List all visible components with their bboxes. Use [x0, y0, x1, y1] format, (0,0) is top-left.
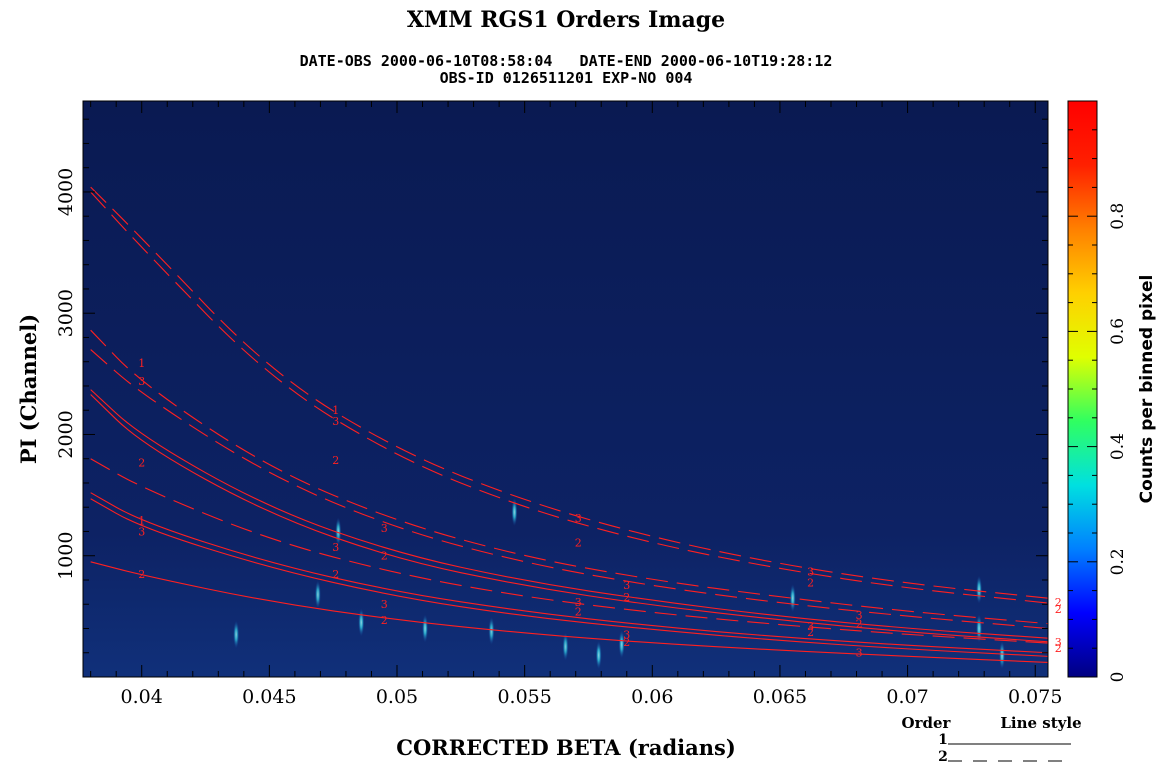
- x-tick-label-7: 0.075: [1008, 686, 1062, 708]
- colorbar: 0 0.2 0.4 0.6 0.8 Counts per binned pixel: [1067, 100, 1157, 683]
- colorbar-tick-label-2: 0.4: [1108, 433, 1128, 460]
- emission-spot-4: [422, 614, 429, 643]
- order-2-dashed-curve-4: [90, 458, 1048, 644]
- emission-spot-0: [233, 620, 240, 649]
- curve-label-17: 3: [575, 596, 582, 609]
- plot-frame: [82, 100, 1049, 678]
- x-tick-label-1: 0.045: [242, 686, 296, 708]
- curve-label-12: 2: [381, 550, 388, 563]
- legend-header-order: Order: [902, 714, 952, 732]
- emission-spot-5: [488, 616, 495, 645]
- curve-label-3: 3: [138, 525, 145, 538]
- legend-order-1: 1: [938, 732, 948, 748]
- curve-label-15: 3: [575, 512, 582, 525]
- curve-label-10: 2: [332, 568, 339, 581]
- emission-spot-7: [562, 632, 569, 661]
- order-1-solid-curve-7: [90, 492, 1048, 654]
- legend: Order Line style 1 2: [902, 714, 1082, 763]
- curve-label-29: 3: [856, 647, 863, 660]
- x-tick-label-4: 0.06: [631, 686, 673, 708]
- emission-spot-6: [511, 498, 518, 527]
- curve-label-11: 3: [381, 522, 388, 535]
- order-1-solid-curve-5: [90, 389, 1048, 639]
- curve-label-32: 3: [1055, 636, 1062, 649]
- curve-label-6: 1: [332, 404, 339, 417]
- x-tick-label-0: 0.04: [121, 686, 163, 708]
- order-1-solid-curve-8: [90, 498, 1048, 657]
- x-tick-label-2: 0.05: [376, 686, 418, 708]
- y-tick-label-3: 4000: [55, 168, 77, 216]
- curve-label-16: 2: [575, 536, 582, 549]
- chart-subtitle-line-2: OBS-ID 0126511201 EXP-NO 004: [440, 69, 693, 87]
- curve-label-0: 1: [138, 357, 145, 370]
- emission-spot-10: [789, 584, 796, 613]
- order-2-dashed-curve-3: [90, 349, 1048, 630]
- curve-label-19: 3: [623, 579, 630, 592]
- curve-label-20: 2: [623, 591, 630, 604]
- curve-label-14: 2: [381, 614, 388, 627]
- curve-label-30: 2: [1055, 596, 1062, 609]
- curve-label-2: 1: [138, 515, 145, 528]
- curve-label-21: 3: [623, 629, 630, 642]
- curve-label-22: 2: [623, 636, 630, 649]
- legend-order-2: 2: [938, 749, 948, 763]
- emission-spot-13: [999, 641, 1006, 670]
- colorbar-tick-label-1: 0.2: [1108, 548, 1128, 575]
- x-tick-label-6: 0.07: [886, 686, 928, 708]
- curve-label-4: 2: [138, 456, 145, 469]
- y-tick-label-1: 2000: [55, 410, 77, 458]
- order-1-dashed-curve-1: [90, 191, 1048, 604]
- emission-spot-12: [976, 614, 983, 643]
- curve-label-18: 2: [575, 606, 582, 619]
- curve-label-24: 2: [807, 576, 814, 589]
- curve-label-28: 2: [856, 618, 863, 631]
- emission-spot-3: [358, 608, 365, 637]
- emission-spot-1: [314, 580, 321, 609]
- curve-label-26: 2: [807, 626, 814, 639]
- legend-header-style: Line style: [1000, 714, 1081, 732]
- y-tick-label-0: 1000: [55, 532, 77, 580]
- emission-spot-8: [595, 641, 602, 670]
- curve-label-1: 3: [138, 375, 145, 388]
- order-1-dashed-curve-0: [90, 186, 1048, 599]
- y-tick-label-2: 3000: [55, 289, 77, 337]
- emission-spot-9: [618, 630, 625, 659]
- order-1-solid-curve-6: [90, 394, 1048, 643]
- curve-label-31: 2: [1055, 603, 1062, 616]
- colorbar-tick-label-0: 0: [1108, 672, 1128, 683]
- curve-label-9: 3: [332, 541, 339, 554]
- chart-subtitle-line-1: DATE-OBS 2000-06-10T08:58:04 DATE-END 20…: [300, 52, 833, 70]
- colorbar-tick-label-3: 0.6: [1108, 318, 1128, 345]
- curve-label-5: 2: [138, 568, 145, 581]
- x-tick-label-3: 0.055: [497, 686, 551, 708]
- chart-title: XMM RGS1 Orders Image: [407, 7, 725, 33]
- plot-background: [83, 101, 1048, 677]
- curve-label-23: 3: [807, 566, 814, 579]
- curve-label-33: 2: [1055, 642, 1062, 655]
- curve-label-8: 2: [332, 454, 339, 467]
- curve-label-7: 3: [332, 415, 339, 428]
- order-2-dashed-curve-2: [90, 329, 1048, 625]
- emission-spot-11: [976, 575, 983, 604]
- curve-label-13: 3: [381, 598, 388, 611]
- y-axis-label: PI (Channel): [16, 314, 41, 464]
- colorbar-label: Counts per binned pixel: [1137, 275, 1157, 504]
- colorbar-tick-label-4: 0.8: [1108, 203, 1128, 230]
- x-axis-label: CORRECTED BETA (radians): [396, 735, 736, 760]
- order-2-solid-curve-9: [90, 561, 1048, 663]
- curve-label-25: 3: [807, 620, 814, 633]
- curve-label-27: 3: [856, 609, 863, 622]
- x-tick-label-5: 0.065: [753, 686, 807, 708]
